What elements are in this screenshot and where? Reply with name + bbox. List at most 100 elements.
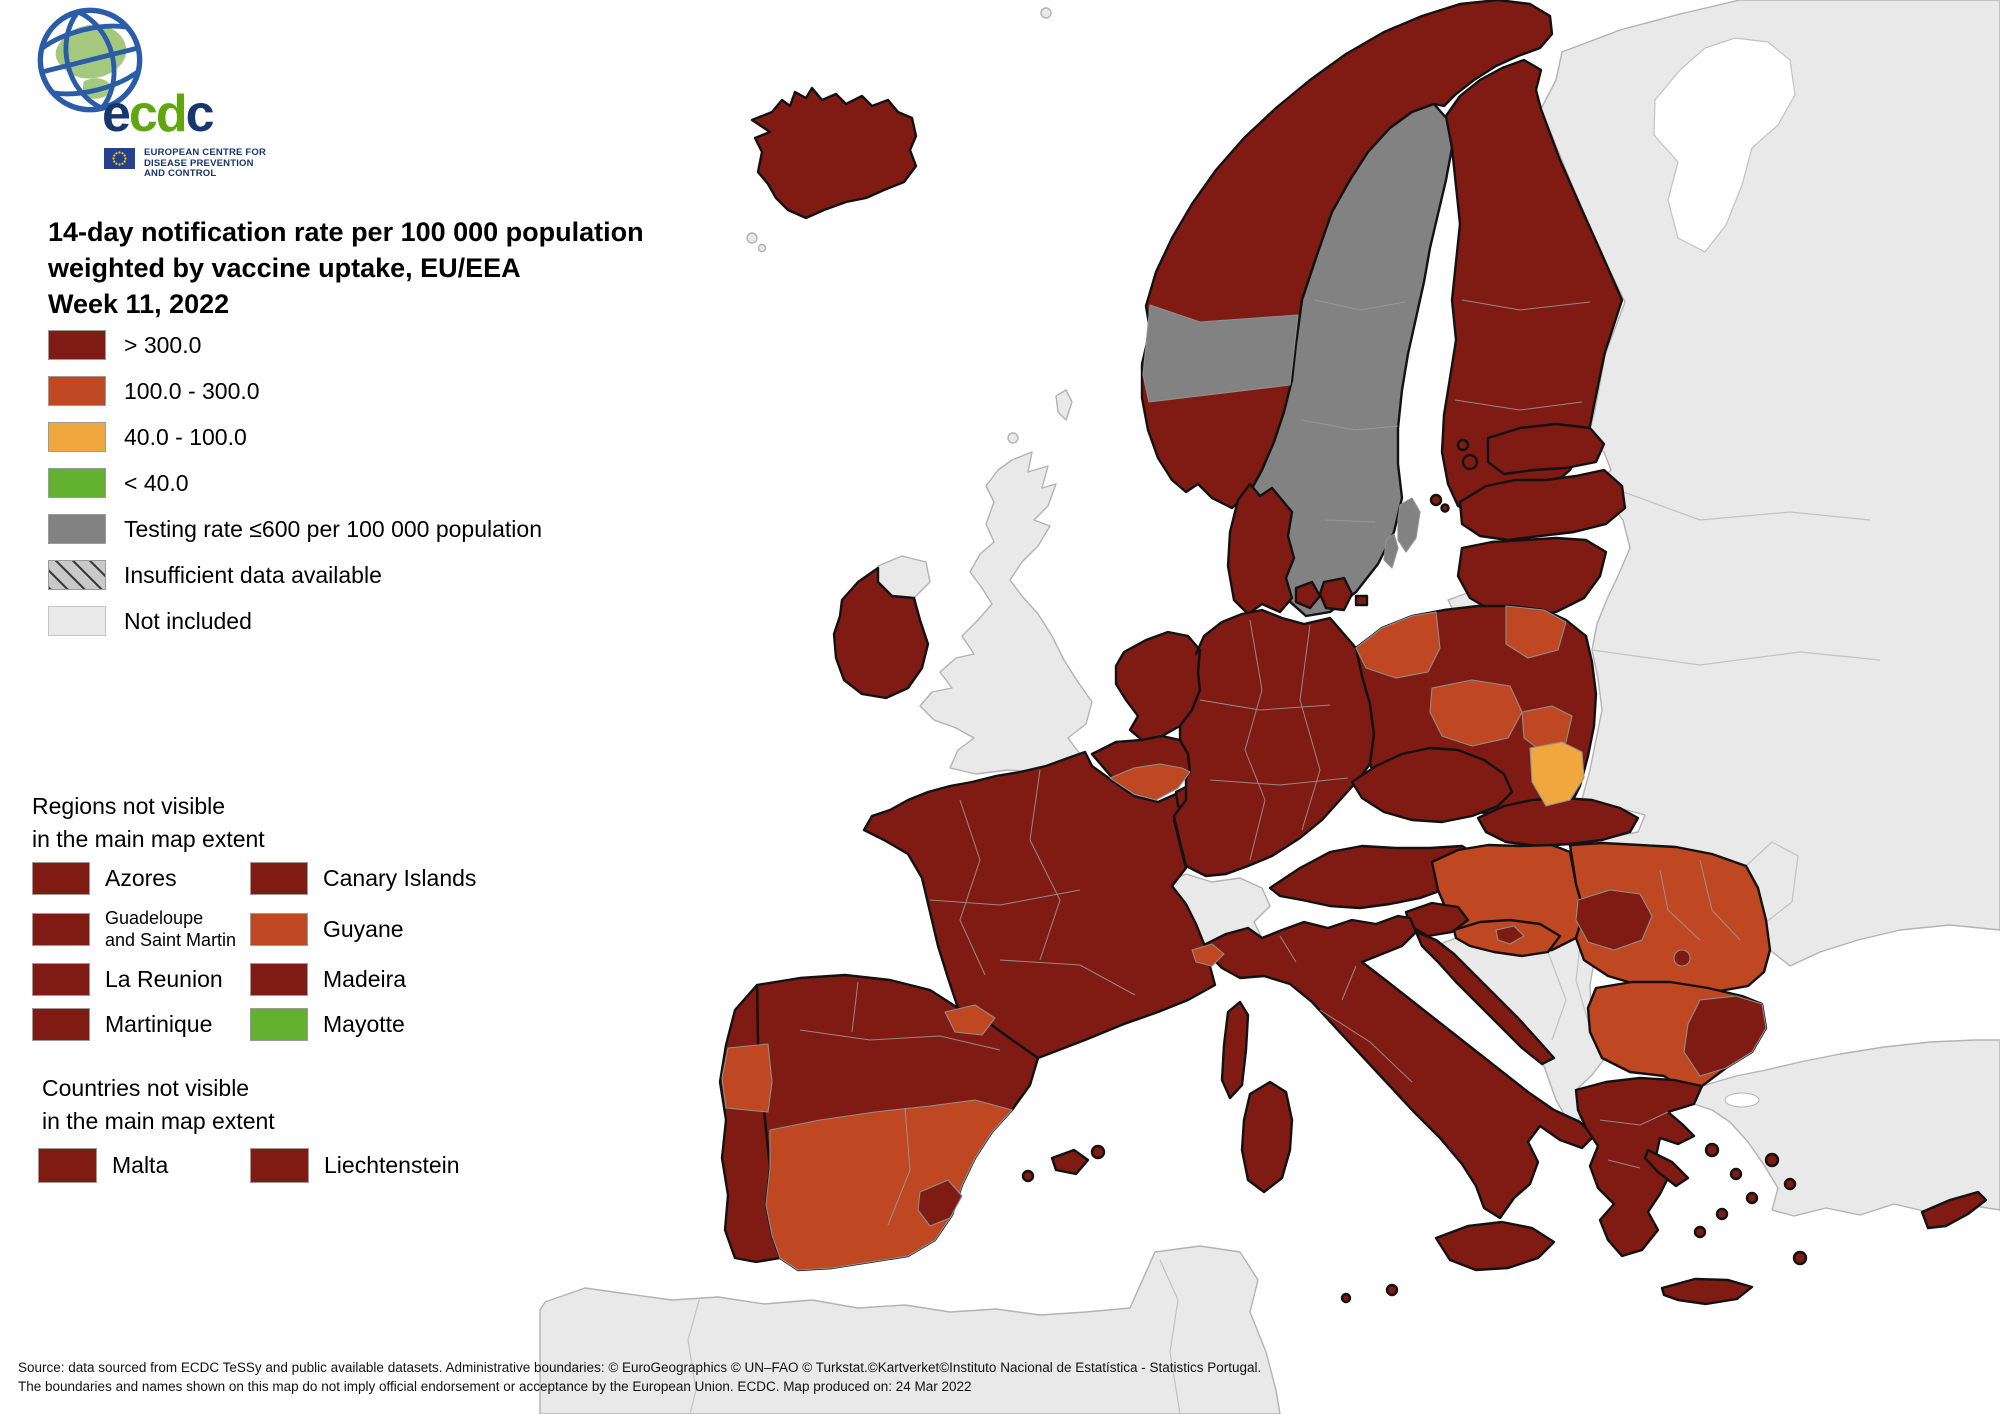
legend-item: > 300.0	[48, 330, 542, 360]
map-region-saaremaa	[1461, 453, 1479, 471]
white-sea	[1653, 37, 1796, 253]
region-item-guadeloupe: Guadeloupe and Saint Martin	[32, 907, 250, 951]
map-region-corsica	[1220, 1000, 1250, 1100]
map-region-lampedusa	[1340, 1292, 1352, 1304]
legend-item: 100.0 - 300.0	[48, 376, 542, 406]
map-region-oland	[1383, 533, 1399, 569]
region-swatch	[250, 862, 308, 895]
legend-label: 40.0 - 100.0	[124, 423, 247, 450]
map-region-aland	[1440, 503, 1450, 513]
map-region-hiiumaa	[1456, 438, 1470, 452]
map-region-bear-island	[1040, 7, 1052, 19]
map-region-greece	[1574, 1076, 1704, 1258]
nuts-lines-france	[929, 769, 1136, 996]
map-legend: > 300.0 100.0 - 300.0 40.0 - 100.0 < 40.…	[48, 330, 542, 652]
region-item-la-reunion: La Reunion	[32, 963, 250, 996]
nuts-lines-spain	[799, 981, 1001, 1226]
map-region-faroe-2	[757, 243, 767, 253]
legend-label: 100.0 - 300.0	[124, 377, 260, 404]
map-region-czechia	[1350, 746, 1514, 824]
map-region-euboea	[1643, 1148, 1690, 1188]
map-region-aosta	[1191, 943, 1225, 967]
ecdc-globe-icon	[37, 7, 143, 113]
map-region-lithuania	[1456, 536, 1608, 620]
map-region-greek-island	[1704, 1142, 1720, 1158]
country-swatch	[38, 1148, 97, 1183]
map-region-ibiza	[1021, 1169, 1035, 1183]
legend-label: Not included	[124, 607, 252, 634]
map-region-bulgaria-se	[1683, 995, 1767, 1077]
legend-swatch-40-100	[48, 422, 106, 452]
map-region-romania	[1568, 841, 1772, 994]
region-swatch	[32, 963, 90, 996]
region-swatch	[250, 912, 308, 946]
map-region-cyprus	[1920, 1190, 1988, 1230]
map-region-spain-navarra	[944, 1004, 996, 1036]
legend-swatch-not-included	[48, 606, 106, 636]
map-region-denmark-zealand	[1318, 576, 1354, 612]
map-region-greek-island	[1693, 1225, 1707, 1239]
ecdc-wordmark: ecdc	[102, 85, 215, 143]
country-item-malta: Malta	[38, 1148, 250, 1183]
map-region-gotland	[1397, 497, 1421, 553]
border-balkans-internal-1	[1547, 951, 1567, 1041]
map-region-ireland	[832, 566, 930, 700]
regions-not-visible-list: Azores Canary Islands Guadeloupe and Sain…	[32, 862, 592, 1053]
map-region-wallonia	[1109, 763, 1191, 801]
map-title-line3: Week 11, 2022	[48, 289, 230, 319]
map-region-denmark-funen	[1294, 580, 1322, 610]
map-region-romania-west	[1575, 889, 1653, 951]
map-region-greek-island	[1729, 1167, 1743, 1181]
legend-item: < 40.0	[48, 468, 542, 498]
map-region-bornholm	[1354, 594, 1369, 607]
nuts-lines-romania	[1659, 859, 1741, 941]
map-region-aland	[1429, 493, 1443, 507]
map-region-iceland	[750, 86, 918, 220]
map-region-greek-island	[1745, 1191, 1759, 1205]
map-region-greek-island	[1783, 1177, 1797, 1191]
country-swatch	[250, 1148, 309, 1183]
region-item-guyane: Guyane	[250, 907, 468, 951]
region-item-mayotte: Mayotte	[250, 1008, 468, 1041]
region-swatch	[32, 862, 90, 895]
map-region-croatia-coast	[1414, 930, 1556, 1066]
map-region-denmark	[1226, 482, 1296, 616]
map-title: 14-day notification rate per 100 000 pop…	[48, 214, 644, 322]
map-region-poland-n	[1505, 605, 1567, 659]
legend-label: < 40.0	[124, 469, 189, 496]
map-title-line1: 14-day notification rate per 100 000 pop…	[48, 217, 644, 247]
map-title-line2: weighted by vaccine uptake, EU/EEA	[48, 253, 521, 283]
nuts-lines-finland	[1454, 299, 1591, 411]
region-item-martinique: Martinique	[32, 1008, 250, 1041]
map-region-poland-nw	[1355, 611, 1441, 679]
border-africa-internal-2	[1159, 1259, 1181, 1414]
sea-of-marmara	[1724, 1092, 1760, 1108]
source-line2: The boundaries and names shown on this m…	[18, 1379, 972, 1394]
nuts-lines-greece	[1599, 1111, 1669, 1169]
map-region-slovakia	[1476, 796, 1640, 848]
border-belarus-ukraine	[1591, 649, 1881, 666]
legend-swatch-insufficient	[48, 560, 106, 590]
map-region-poland-central	[1429, 679, 1523, 747]
source-line1: Source: data sourced from ECDC TeSSy and…	[18, 1360, 1262, 1375]
map-region-sicily	[1434, 1220, 1556, 1272]
map-region-turkey	[1693, 1039, 2000, 1217]
countries-not-visible-list: Malta Liechtenstein	[38, 1148, 598, 1183]
countries-not-visible-heading: Countries not visible in the main map ex…	[42, 1075, 275, 1134]
ecdc-logo: ecdc EUROPEAN CENTRE FOR DISEASE PREVENT…	[36, 6, 366, 196]
map-region-greek-island	[1792, 1250, 1808, 1266]
map-region-greek-island	[1764, 1152, 1780, 1168]
legend-label: > 300.0	[124, 331, 202, 358]
border-ukraine-moldova	[1745, 841, 1799, 923]
map-region-croatia-patch	[1495, 925, 1525, 945]
ecdc-caption: EUROPEAN CENTRE FOR DISEASE PREVENTION A…	[144, 147, 267, 179]
legend-label: Insufficient data available	[124, 561, 382, 588]
legend-swatch-100-300	[48, 376, 106, 406]
map-region-murcia	[917, 1179, 963, 1227]
map-region-orkney	[1007, 432, 1019, 444]
map-region-greek-island	[1715, 1207, 1729, 1221]
legend-item: Not included	[48, 606, 542, 636]
border-russia-belarus	[1598, 482, 1871, 521]
map-region-sardinia	[1240, 1080, 1294, 1194]
